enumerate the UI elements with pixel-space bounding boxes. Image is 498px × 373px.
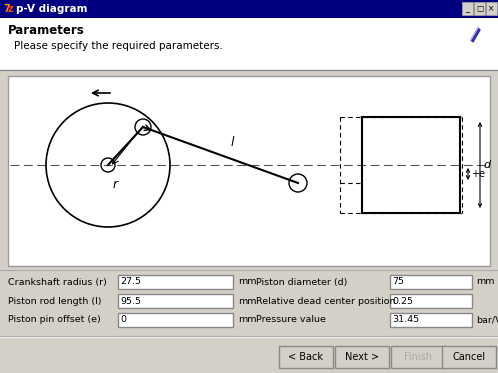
Bar bbox=[0, 0, 498, 18]
Text: 7: 7 bbox=[3, 4, 10, 14]
FancyBboxPatch shape bbox=[335, 346, 389, 368]
Text: 95.5: 95.5 bbox=[120, 297, 141, 305]
Text: □: □ bbox=[476, 4, 483, 13]
Bar bbox=[486, 2, 497, 15]
Text: mm: mm bbox=[476, 278, 495, 286]
Bar bbox=[118, 313, 233, 327]
Text: 75: 75 bbox=[392, 278, 404, 286]
Text: mm: mm bbox=[238, 297, 256, 305]
Text: ×: × bbox=[489, 4, 495, 13]
Bar bbox=[390, 294, 472, 308]
Text: 27.5: 27.5 bbox=[120, 278, 141, 286]
FancyBboxPatch shape bbox=[279, 346, 333, 368]
Text: Crankshaft radius (r): Crankshaft radius (r) bbox=[8, 278, 107, 286]
Text: Piston rod length (l): Piston rod length (l) bbox=[8, 297, 102, 305]
Bar bbox=[118, 294, 233, 308]
FancyBboxPatch shape bbox=[442, 346, 496, 368]
Text: r: r bbox=[113, 179, 118, 191]
Text: Cancel: Cancel bbox=[453, 352, 486, 362]
Text: Parameters: Parameters bbox=[8, 25, 85, 38]
Bar bbox=[390, 313, 472, 327]
Text: mm: mm bbox=[238, 316, 256, 325]
Text: Finish: Finish bbox=[404, 352, 432, 362]
Text: 31.45: 31.45 bbox=[392, 316, 419, 325]
Text: mm: mm bbox=[238, 278, 256, 286]
Text: 0: 0 bbox=[120, 316, 126, 325]
Bar bbox=[462, 2, 473, 15]
Text: Relative dead center position: Relative dead center position bbox=[256, 297, 395, 305]
Text: 0.25: 0.25 bbox=[392, 297, 413, 305]
Text: Pressure value: Pressure value bbox=[256, 316, 326, 325]
Text: d: d bbox=[483, 160, 490, 170]
Bar bbox=[0, 18, 498, 70]
Bar bbox=[8, 76, 490, 266]
Text: z: z bbox=[8, 4, 13, 14]
Text: Please specify the required parameters.: Please specify the required parameters. bbox=[14, 41, 223, 51]
Text: _: _ bbox=[466, 4, 470, 13]
FancyBboxPatch shape bbox=[391, 346, 445, 368]
Text: bar/V: bar/V bbox=[476, 316, 498, 325]
Text: p-V diagram: p-V diagram bbox=[16, 4, 88, 14]
Bar bbox=[0, 70, 498, 373]
Text: < Back: < Back bbox=[288, 352, 324, 362]
Text: Piston pin offset (e): Piston pin offset (e) bbox=[8, 316, 101, 325]
Text: Next >: Next > bbox=[345, 352, 379, 362]
Bar bbox=[474, 2, 485, 15]
Polygon shape bbox=[471, 28, 480, 42]
Bar bbox=[390, 275, 472, 289]
Text: +e: +e bbox=[471, 169, 485, 179]
Text: Piston diameter (d): Piston diameter (d) bbox=[256, 278, 348, 286]
Text: l: l bbox=[231, 137, 234, 150]
Bar bbox=[118, 275, 233, 289]
